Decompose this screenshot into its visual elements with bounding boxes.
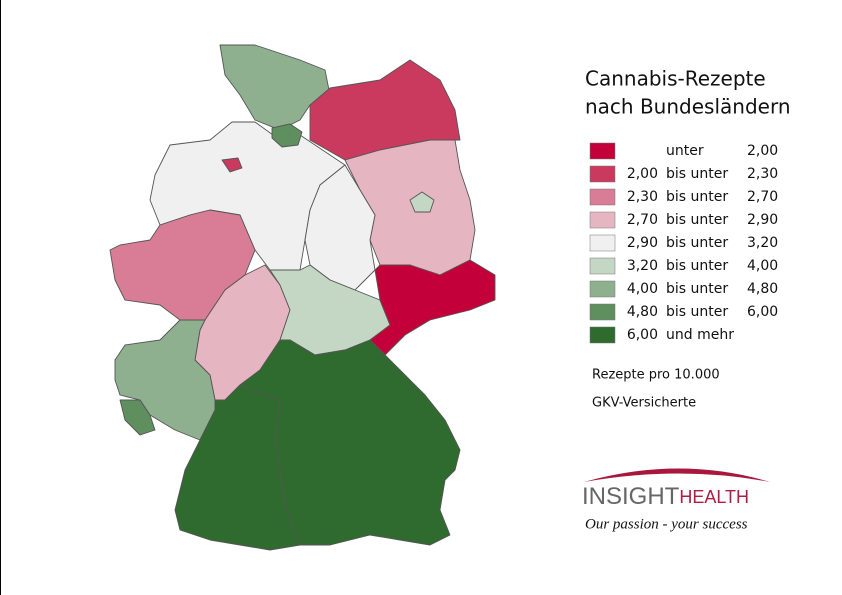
legend-label: bis unter: [666, 258, 728, 274]
legend-upper: 2,30: [747, 166, 778, 182]
legend-upper: 6,00: [747, 304, 778, 320]
legend-swatch: [589, 257, 616, 275]
legend-upper: 2,00: [747, 143, 778, 159]
logo-swoosh: [584, 468, 770, 482]
legend-label: bis unter: [666, 189, 728, 205]
state-region: [409, 191, 435, 213]
legend-swatch: [589, 188, 616, 206]
legend-label: bis unter: [666, 281, 728, 297]
legend-lower: 4,80: [627, 304, 658, 320]
logo-brand-main: INSIGHT: [582, 483, 680, 510]
legend-swatch: [589, 234, 616, 252]
state-region: [271, 123, 303, 148]
legend-label: bis unter: [666, 304, 728, 320]
legend-label: unter: [666, 143, 704, 159]
legend-upper: 4,80: [747, 281, 778, 297]
state-region: [219, 44, 331, 131]
state-region: [304, 164, 376, 291]
legend-label: und mehr: [666, 327, 734, 343]
legend-lower: 3,20: [627, 258, 658, 274]
legend-swatch: [589, 303, 616, 321]
state-region: [119, 399, 156, 436]
title-line: Cannabis-Rezepte: [585, 67, 766, 91]
legend-swatch: [589, 211, 616, 229]
note: Rezepte pro 10.000: [592, 368, 720, 383]
legend-label: bis unter: [666, 235, 728, 251]
legend-upper: 2,90: [747, 212, 778, 228]
state-region: [109, 209, 256, 321]
legend-swatch: [589, 280, 616, 298]
legend-swatch: [589, 142, 616, 160]
legend-swatch: [589, 165, 616, 183]
legend-upper: 2,70: [747, 189, 778, 205]
legend-lower: 6,00: [627, 327, 658, 343]
legend-label: bis unter: [666, 212, 728, 228]
legend: unter 2,00 2,00 bis unter 2,30 2,30 bis unter 2…: [589, 142, 778, 344]
note: GKV-Versicherte: [592, 396, 696, 411]
logo: INSIGHTHEALTH Our passion - your success: [582, 468, 770, 532]
legend-upper: 4,00: [747, 258, 778, 274]
legend-lower: 2,90: [627, 235, 658, 251]
legend-lower: 2,70: [627, 212, 658, 228]
legend-swatch: [589, 326, 616, 344]
state-region: [369, 259, 496, 356]
legend-lower: 2,00: [627, 166, 658, 182]
legend-label: bis unter: [666, 166, 728, 182]
legend-lower: 4,00: [627, 281, 658, 297]
logo-tagline: Our passion - your success: [585, 516, 748, 532]
logo-brand-suffix: HEALTH: [679, 487, 749, 507]
state-region: [309, 59, 461, 161]
legend-lower: 2,30: [627, 189, 658, 205]
state-region: [174, 384, 301, 551]
legend-upper: 3,20: [747, 235, 778, 251]
logo-brand: INSIGHTHEALTH: [582, 483, 749, 510]
title-line: nach Bundesländern: [585, 95, 791, 119]
germany-map: [109, 44, 496, 551]
state-region: [221, 157, 243, 173]
